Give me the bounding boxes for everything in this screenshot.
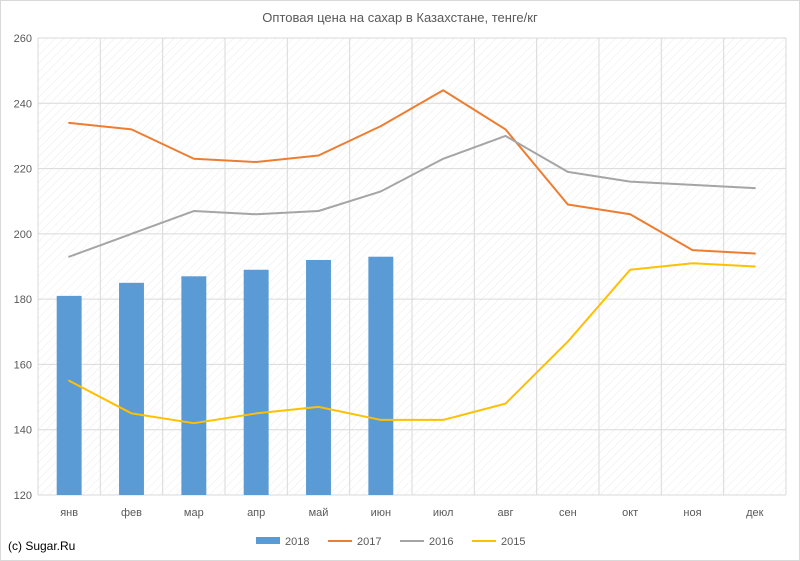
line-2016 — [68, 134, 756, 258]
chart-title: Оптовая цена на сахар в Казахстане, тенг… — [262, 10, 538, 25]
x-tick-label: сен — [559, 507, 577, 519]
bar-2018 — [181, 276, 207, 495]
bar-series — [56, 256, 394, 495]
bar-2018 — [56, 295, 82, 495]
x-tick-label: авг — [498, 507, 514, 519]
axes: 120 140 160 180 200 220 240 260 янв фев мар апр май и… — [14, 33, 764, 519]
y-tick-label: 120 — [14, 490, 32, 502]
x-tick-label: мар — [184, 507, 204, 519]
x-tick-label: июл — [433, 507, 454, 519]
x-tick-label: фев — [121, 507, 142, 519]
x-tick-label: окт — [622, 507, 638, 519]
y-tick-label: 240 — [14, 98, 32, 110]
bar-2018 — [243, 269, 269, 495]
legend: 2018 2017 2016 2015 — [256, 536, 525, 548]
y-tick-label: 220 — [14, 164, 32, 176]
legend-label-2018: 2018 — [285, 536, 309, 548]
x-tick-label: апр — [247, 507, 265, 519]
legend-label-2015: 2015 — [501, 536, 525, 548]
legend-swatch-2018 — [256, 537, 280, 544]
line-2015 — [68, 262, 756, 425]
gridlines — [37, 37, 787, 496]
bar-2018 — [368, 256, 394, 495]
x-tick-label: ноя — [683, 507, 701, 519]
bar-2018 — [119, 282, 144, 495]
y-tick-label: 160 — [14, 359, 32, 371]
y-tick-label: 140 — [14, 425, 32, 437]
x-tick-label: июн — [371, 507, 391, 519]
y-tick-label: 200 — [14, 229, 32, 241]
legend-label-2017: 2017 — [357, 536, 381, 548]
bar-2018 — [306, 259, 331, 495]
y-tick-label: 180 — [14, 294, 32, 306]
credit-text: (c) Sugar.Ru — [8, 539, 76, 553]
line-2017 — [68, 89, 756, 255]
legend-label-2016: 2016 — [429, 536, 453, 548]
y-tick-label: 260 — [14, 33, 32, 45]
line-series — [68, 89, 756, 425]
x-tick-label: дек — [746, 507, 764, 519]
x-tick-label: май — [309, 507, 329, 519]
x-tick-label: янв — [60, 507, 78, 519]
